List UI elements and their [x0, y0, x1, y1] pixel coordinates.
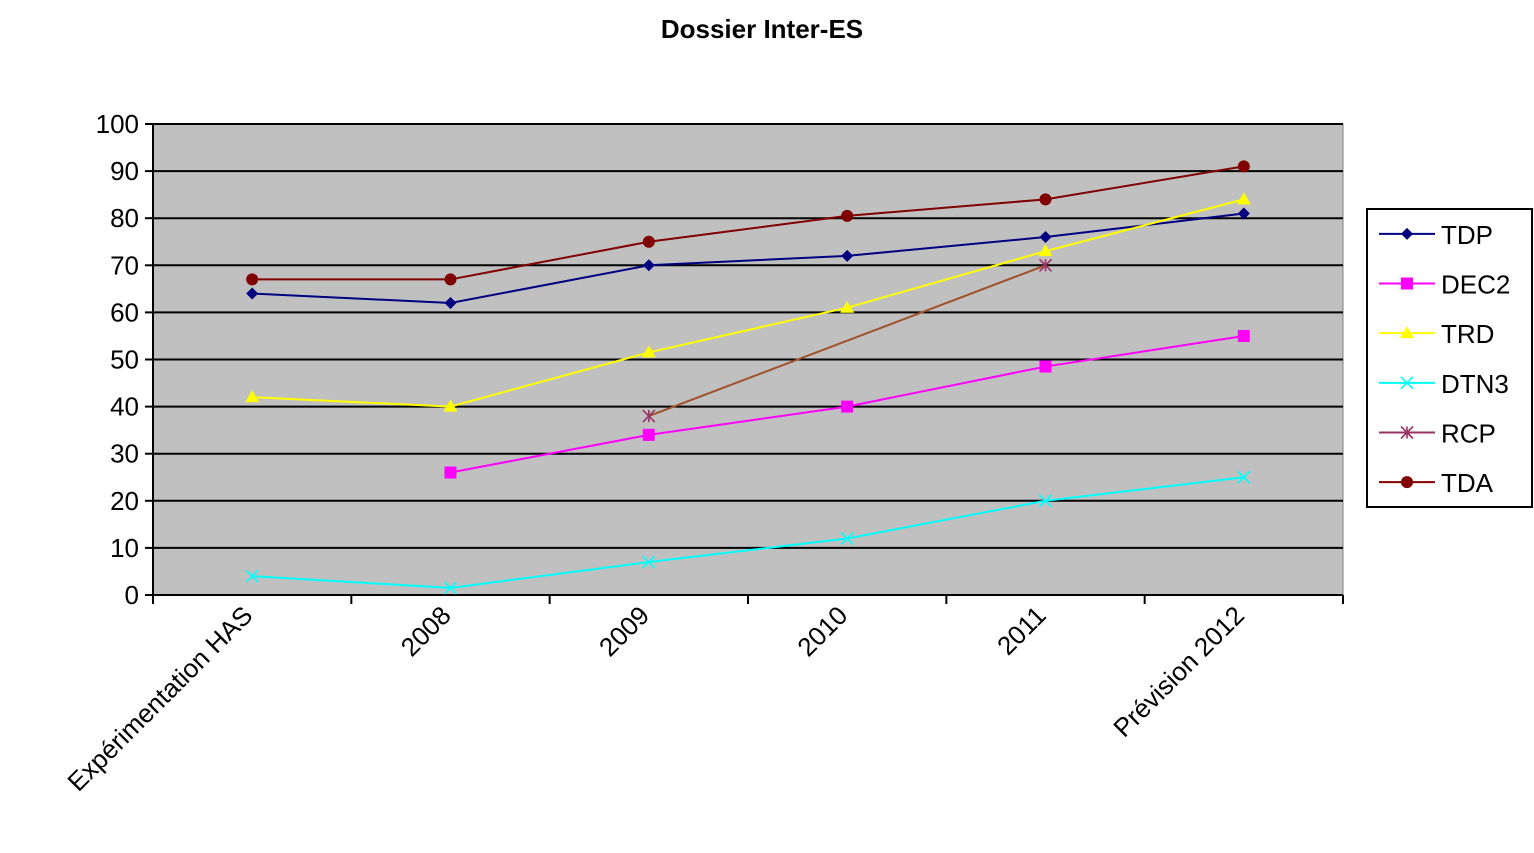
data-point-tdp-1 — [444, 296, 457, 309]
series-tda — [246, 160, 1250, 286]
data-point-dec2-3 — [841, 400, 854, 413]
data-point-dec2-5 — [1237, 329, 1250, 342]
series-rcp — [642, 258, 1053, 423]
legend-item-dec2: DEC2 — [1379, 270, 1510, 300]
data-point-trd-4 — [1038, 244, 1053, 257]
y-tick-label-80: 80 — [110, 203, 139, 233]
y-tick-label-70: 70 — [110, 250, 139, 280]
data-point-trd-0 — [245, 390, 260, 403]
legend-marker-trd — [1400, 326, 1414, 339]
series-line-trd — [252, 198, 1245, 408]
legend-marker-tdp — [1401, 227, 1413, 240]
legend-marker-tda — [1401, 476, 1413, 489]
legend-marker-dtn3 — [1400, 376, 1414, 390]
legend-label-dtn3: DTN3 — [1441, 369, 1509, 399]
data-point-tdp-2 — [642, 259, 655, 272]
y-axis-ticks: 0 10 20 30 40 50 60 70 80 90 100 — [96, 109, 139, 610]
x-tick-label-0: Expérimentation HAS — [61, 600, 258, 797]
data-point-dec2-4 — [1039, 360, 1052, 373]
data-point-tda-1 — [444, 273, 457, 286]
legend: TDP DEC2 TRD DTN3 RCP TDA — [1366, 208, 1533, 508]
data-point-tda-5 — [1237, 160, 1250, 173]
data-point-dec2-1 — [444, 466, 457, 479]
y-tick-label-40: 40 — [110, 392, 139, 422]
x-tick-label-1: 2008 — [395, 600, 457, 662]
x-tick-label-3: 2010 — [791, 600, 853, 662]
series-tdp — [246, 207, 1250, 309]
y-tick-label-30: 30 — [110, 439, 139, 469]
y-tick-label-10: 10 — [110, 533, 139, 563]
data-point-rcp-4 — [1038, 258, 1053, 272]
series-layer — [245, 160, 1251, 595]
series-trd — [245, 192, 1251, 412]
grid — [153, 123, 1343, 549]
data-point-dtn3-4 — [1038, 494, 1053, 508]
legend-label-dec2: DEC2 — [1441, 270, 1510, 300]
y-tick-label-20: 20 — [110, 486, 139, 516]
legend-label-rcp: RCP — [1441, 419, 1496, 449]
data-point-dtn3-3 — [840, 531, 854, 546]
legend-item-trd: TRD — [1379, 319, 1494, 349]
legend-item-tda: TDA — [1379, 468, 1494, 498]
legend-item-tdp: TDP — [1379, 220, 1493, 250]
y-tick-label-100: 100 — [96, 109, 139, 139]
series-dtn3 — [245, 470, 1251, 595]
series-dec2 — [444, 329, 1250, 479]
series-connector-rcp — [648, 264, 1046, 417]
legend-marker-rcp — [1400, 425, 1414, 440]
x-tick-label-5: Prévision 2012 — [1107, 600, 1250, 743]
data-point-tdp-0 — [246, 287, 259, 300]
legend-label-tdp: TDP — [1441, 220, 1493, 250]
data-point-trd-2 — [641, 345, 656, 358]
y-tick-label-50: 50 — [110, 345, 139, 375]
series-line-tda — [252, 165, 1244, 281]
chart-title: Dossier Inter-ES — [661, 14, 863, 44]
data-point-dec2-2 — [642, 428, 655, 441]
legend-label-trd: TRD — [1441, 319, 1494, 349]
legend-marker-dec2 — [1401, 277, 1413, 290]
y-tick-label-0: 0 — [125, 580, 139, 610]
data-point-tda-2 — [642, 235, 655, 248]
data-point-rcp-2 — [642, 409, 656, 423]
legend-item-rcp: RCP — [1379, 419, 1496, 449]
data-point-trd-3 — [840, 300, 855, 313]
data-point-trd-1 — [443, 399, 458, 412]
data-point-tdp-3 — [841, 249, 854, 262]
y-tick-label-90: 90 — [110, 156, 139, 186]
data-point-tdp-5 — [1237, 207, 1250, 220]
data-point-tda-0 — [246, 273, 259, 286]
data-point-dtn3-2 — [642, 555, 656, 569]
data-point-dtn3-1 — [443, 581, 458, 595]
data-point-trd-5 — [1236, 192, 1251, 205]
x-tick-label-4: 2011 — [991, 600, 1052, 661]
series-line-dtn3 — [252, 476, 1244, 589]
data-point-dtn3-0 — [245, 569, 259, 583]
data-point-dtn3-5 — [1237, 470, 1251, 484]
data-point-tda-4 — [1039, 193, 1052, 206]
legend-label-tda: TDA — [1441, 468, 1494, 498]
data-point-tda-3 — [841, 209, 854, 222]
legend-item-dtn3: DTN3 — [1379, 369, 1509, 399]
legend-box — [1366, 208, 1533, 508]
x-axis-ticks: Expérimentation HAS 2008 2009 2010 2011 Prévi… — [61, 600, 1250, 797]
data-point-tdp-4 — [1039, 231, 1052, 244]
axes — [145, 123, 1344, 604]
series-line-tdp — [252, 212, 1244, 304]
y-tick-label-60: 60 — [110, 297, 139, 327]
x-tick-label-2: 2009 — [593, 600, 655, 662]
